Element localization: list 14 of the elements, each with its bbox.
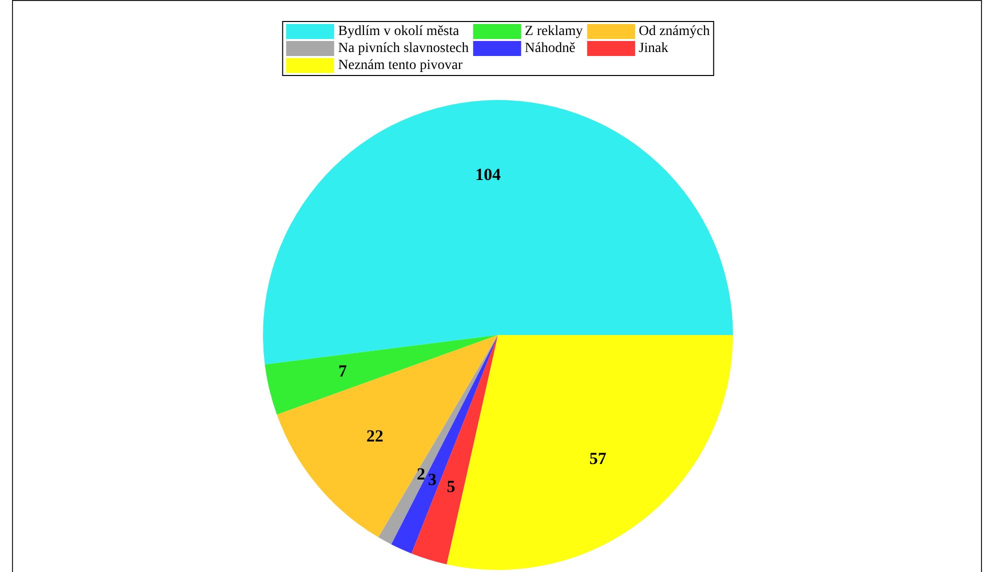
legend-label: Na pivních slavnostech (338, 40, 469, 57)
data-label: 5 (446, 477, 456, 496)
data-label: 3 (428, 470, 436, 490)
legend-label: Neznám tento pivovar (338, 57, 463, 74)
legend-label: Bydlím v okolí města (338, 23, 460, 40)
legend-label: Jinak (638, 40, 668, 57)
data-label: 104 (475, 164, 502, 184)
data-label: 7 (338, 362, 348, 381)
data-label: 57 (589, 449, 607, 468)
data-label: 22 (366, 426, 384, 446)
legend-label: Z reklamy (524, 23, 583, 40)
legend-label: Náhodně (524, 40, 576, 57)
legend-label: Od známých (638, 23, 710, 40)
data-label: 2 (416, 464, 426, 484)
